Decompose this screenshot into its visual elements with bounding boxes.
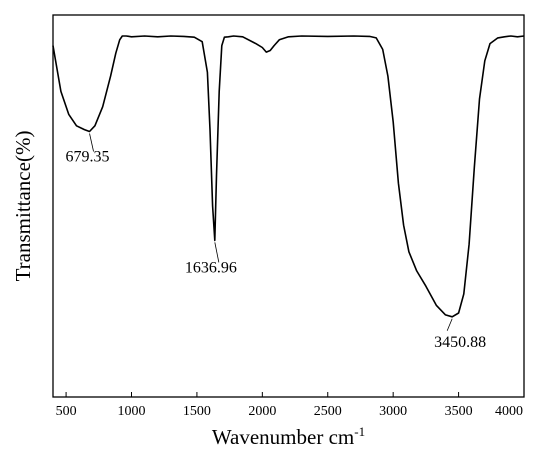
x-tick-label: 4000: [495, 404, 523, 419]
peak-leader-line: [446, 318, 453, 331]
x-axis-title-superscript: -1: [354, 424, 365, 439]
x-axis-title: Wavenumber cm-1: [212, 424, 365, 449]
peak-annotations: 679.35 1636.96 3450.88: [66, 133, 486, 351]
x-tick-label: 2000: [248, 404, 276, 419]
x-tick-label: 1000: [118, 404, 146, 419]
x-tick-label: 500: [56, 404, 77, 419]
peak-leader-line: [214, 242, 220, 263]
x-tick-label: 2500: [314, 404, 342, 419]
y-axis-title: Transmittance(%): [11, 131, 35, 282]
x-axis-ticks: 500 1000 1500 2000 2500 3000 3500 4000: [56, 392, 525, 419]
x-tick-label: 3500: [445, 404, 473, 419]
x-tick-label: 1500: [183, 404, 211, 419]
peak-leader-line: [89, 133, 94, 152]
x-tick-label: 3000: [379, 404, 407, 419]
plot-frame: [52, 14, 525, 398]
peak-label: 679.35: [66, 149, 110, 166]
peak-label: 3450.88: [434, 334, 486, 351]
x-axis-title-text: Wavenumber cm: [212, 425, 354, 449]
peak-label: 1636.96: [185, 259, 237, 276]
transmittance-line: [52, 35, 525, 318]
